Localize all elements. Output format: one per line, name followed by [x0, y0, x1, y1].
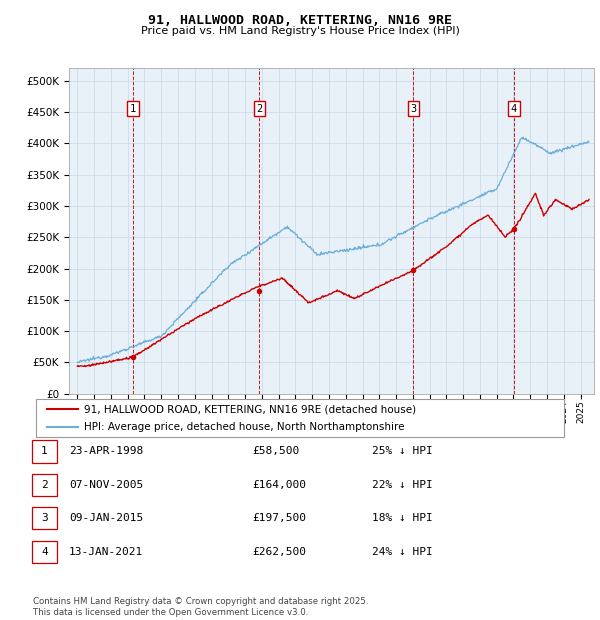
Text: 3: 3	[41, 513, 48, 523]
Text: HPI: Average price, detached house, North Northamptonshire: HPI: Average price, detached house, Nort…	[83, 422, 404, 432]
Text: Contains HM Land Registry data © Crown copyright and database right 2025.
This d: Contains HM Land Registry data © Crown c…	[33, 598, 368, 617]
Text: 4: 4	[41, 547, 48, 557]
Text: 4: 4	[511, 104, 517, 114]
Text: £262,500: £262,500	[252, 547, 306, 557]
Text: 13-JAN-2021: 13-JAN-2021	[69, 547, 143, 557]
Text: Price paid vs. HM Land Registry's House Price Index (HPI): Price paid vs. HM Land Registry's House …	[140, 26, 460, 36]
FancyBboxPatch shape	[36, 399, 564, 437]
Text: 2: 2	[41, 480, 48, 490]
Text: 1: 1	[130, 104, 136, 114]
Text: 3: 3	[410, 104, 416, 114]
Text: 91, HALLWOOD ROAD, KETTERING, NN16 9RE (detached house): 91, HALLWOOD ROAD, KETTERING, NN16 9RE (…	[83, 404, 416, 414]
Text: 18% ↓ HPI: 18% ↓ HPI	[372, 513, 433, 523]
Text: 24% ↓ HPI: 24% ↓ HPI	[372, 547, 433, 557]
Text: 2: 2	[256, 104, 263, 114]
Text: £164,000: £164,000	[252, 480, 306, 490]
Text: 91, HALLWOOD ROAD, KETTERING, NN16 9RE: 91, HALLWOOD ROAD, KETTERING, NN16 9RE	[148, 14, 452, 27]
Text: 25% ↓ HPI: 25% ↓ HPI	[372, 446, 433, 456]
Text: 22% ↓ HPI: 22% ↓ HPI	[372, 480, 433, 490]
Text: £58,500: £58,500	[252, 446, 299, 456]
Text: 23-APR-1998: 23-APR-1998	[69, 446, 143, 456]
Text: £197,500: £197,500	[252, 513, 306, 523]
Text: 07-NOV-2005: 07-NOV-2005	[69, 480, 143, 490]
Text: 09-JAN-2015: 09-JAN-2015	[69, 513, 143, 523]
Text: 1: 1	[41, 446, 48, 456]
